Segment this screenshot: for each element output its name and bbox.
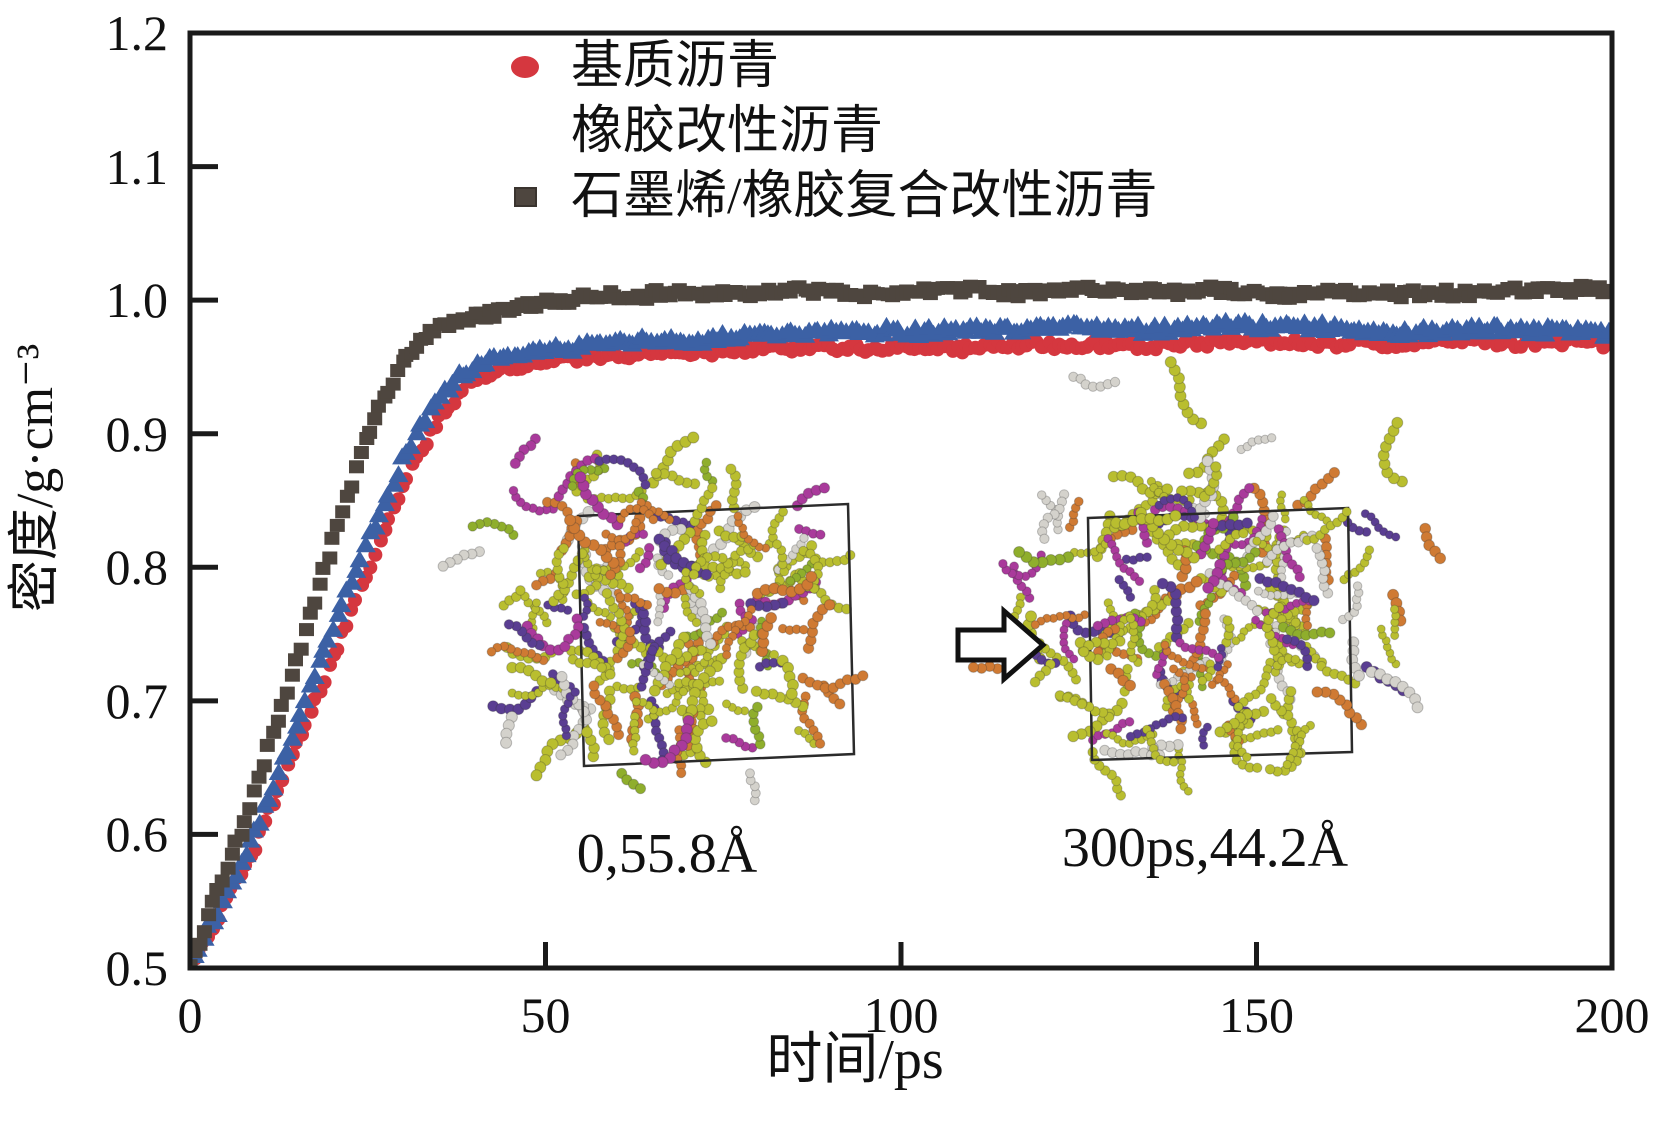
y-tick-label: 0.5 — [105, 940, 169, 996]
legend-label: 橡胶改性沥青 — [571, 102, 884, 160]
legend-item-2: 石墨烯/橡胶复合改性沥青 — [503, 164, 1157, 229]
legend-item-0: 基质沥青 — [503, 34, 1157, 99]
y-tick-label: 1.2 — [105, 5, 169, 61]
y-tick-label: 0.6 — [105, 806, 169, 863]
series-1-markers — [190, 311, 1612, 968]
molecule-cluster-left — [437, 431, 869, 806]
x-tick-label: 100 — [863, 987, 939, 1043]
x-tick-label: 0 — [177, 987, 203, 1043]
y-tick-label: 0.7 — [105, 672, 169, 729]
molecule-cluster-right — [967, 356, 1447, 801]
series-2-markers — [190, 278, 1612, 968]
y-tick-label: 1.0 — [105, 272, 169, 329]
transition-arrow-icon — [955, 605, 1047, 685]
y-tick-label: 0.8 — [105, 539, 169, 596]
x-tick-label: 150 — [1219, 987, 1294, 1043]
series-0-markers — [190, 330, 1612, 968]
x-axis-title: 时间/ps — [766, 1029, 944, 1091]
x-tick-label: 50 — [520, 987, 571, 1043]
left-model-label: 0,55.8Å — [576, 823, 758, 885]
y-tick-label: 0.9 — [105, 405, 169, 462]
y-tick-label: 1.1 — [105, 138, 169, 195]
chart-legend: 基质沥青橡胶改性沥青石墨烯/橡胶复合改性沥青 — [503, 34, 1157, 229]
legend-label: 石墨烯/橡胶复合改性沥青 — [571, 167, 1158, 225]
right-model-label: 300ps,44.2Å — [1061, 817, 1349, 879]
legend-circle-icon — [503, 55, 547, 78]
legend-square-icon — [503, 186, 547, 207]
x-tick-label: 200 — [1574, 987, 1650, 1043]
legend-item-1: 橡胶改性沥青 — [503, 99, 1157, 164]
legend-label: 基质沥青 — [571, 37, 780, 95]
plot-border — [187, 30, 1615, 971]
